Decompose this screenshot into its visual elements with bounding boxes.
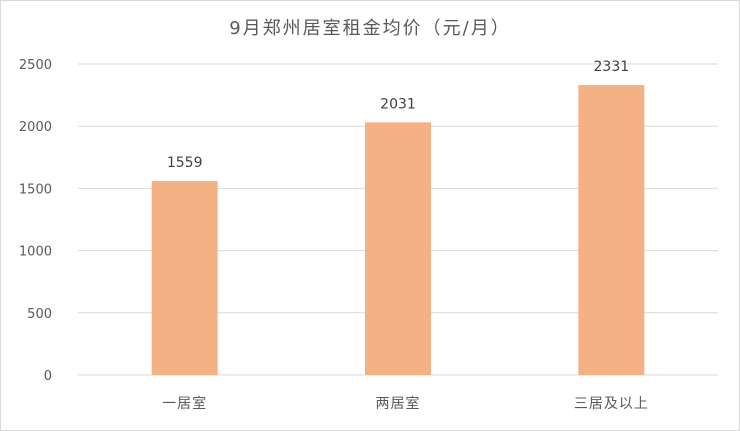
- bar-2: [365, 122, 431, 375]
- y-tick-label: 0: [44, 369, 52, 384]
- data-label: 2331: [594, 59, 630, 75]
- y-axis-ticks: 0 500 1000 1500 2000 2500: [19, 58, 52, 384]
- data-labels: 1559 2031 2331: [167, 59, 629, 171]
- y-tick-label: 500: [27, 307, 52, 322]
- x-category-label: 两居室: [376, 395, 421, 412]
- y-tick-label: 2000: [19, 120, 52, 135]
- chart-title: 9月郑州居室租金均价（元/月）: [229, 18, 511, 39]
- y-tick-label: 1500: [19, 182, 52, 197]
- y-tick-label: 1000: [19, 245, 52, 260]
- y-tick-label: 2500: [19, 58, 52, 73]
- bars: [151, 85, 645, 376]
- bar-1: [151, 181, 218, 375]
- x-category-label: 一居室: [162, 395, 207, 412]
- bar-3: [578, 85, 645, 376]
- data-label: 2031: [380, 96, 416, 112]
- data-label: 1559: [167, 155, 203, 171]
- x-axis-categories: 一居室 两居室 三居及以上: [162, 395, 649, 412]
- x-category-label: 三居及以上: [574, 396, 649, 412]
